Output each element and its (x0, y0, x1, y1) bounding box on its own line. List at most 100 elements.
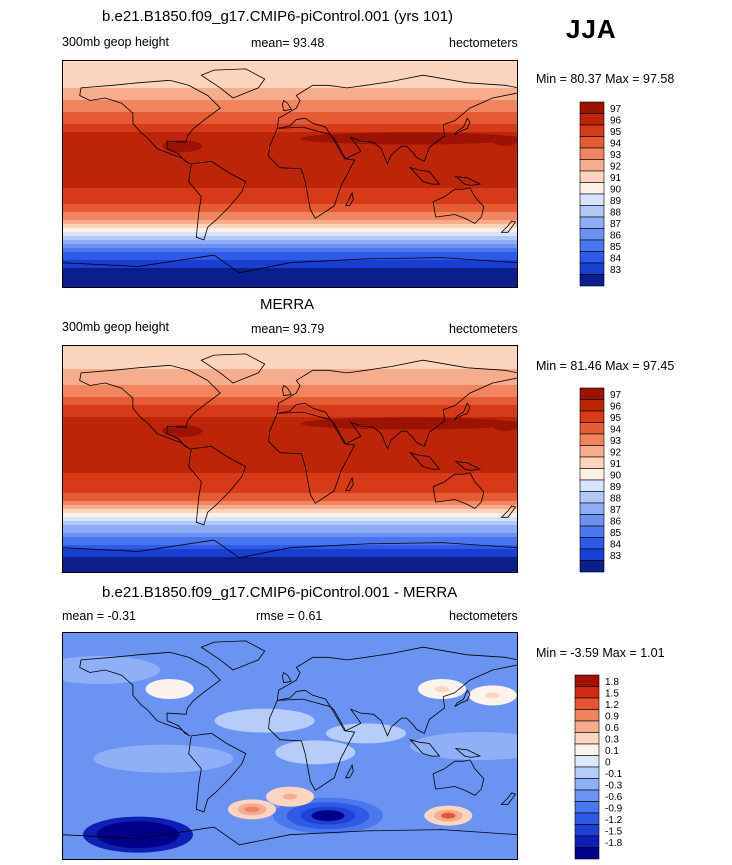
contour-band (62, 345, 518, 350)
colorbar-box (579, 205, 605, 218)
contour-band (62, 521, 518, 526)
contour-band (62, 144, 518, 149)
colorbar-tick-label: 92 (610, 161, 622, 172)
colorbar-box (574, 743, 600, 756)
contour-band (62, 192, 518, 197)
contour-band (62, 224, 518, 229)
contour-band (62, 272, 518, 277)
anomaly-north-america (162, 686, 177, 692)
colorbar-tick-label: 0 (605, 757, 611, 768)
anomaly-south-indian-ocean (311, 810, 345, 822)
colorbar-box (574, 801, 600, 814)
colorbar-tick-label: -1.8 (605, 838, 623, 849)
coastline-12 (454, 460, 482, 471)
contour-band (62, 553, 518, 558)
colorbar-tick-label: 92 (610, 447, 622, 458)
panel-2-minmax: Min = 81.46 Max = 97.45 (536, 359, 675, 373)
colorbar-tick-label: -1.2 (605, 815, 623, 826)
contour-band (62, 64, 518, 69)
colorbar-tick-label: 97 (610, 390, 622, 401)
colorbar-box (574, 778, 600, 791)
panel-3-title: b.e21.B1850.f09_g17.CMIP6-piControl.001 … (102, 584, 458, 601)
panel-1-mean: mean= 93.48 (251, 36, 325, 50)
contour-band (62, 88, 518, 93)
colorbar-tick-label: 0.9 (605, 711, 619, 722)
colorbar-box (579, 560, 605, 573)
coastline-2 (188, 732, 247, 813)
colorbar-tick-label: 88 (610, 207, 622, 218)
contour-band (62, 429, 518, 434)
colorbar-box (579, 262, 605, 275)
coastline-5 (432, 759, 485, 796)
colorbar-tick-label: 95 (610, 127, 622, 138)
colorbar-tick-label: -0.1 (605, 769, 623, 780)
contour-band (62, 116, 518, 121)
colorbar-box (574, 835, 600, 848)
contour-band (62, 208, 518, 213)
colorbar-box (579, 101, 605, 114)
difference-region (62, 656, 160, 684)
contour-band (62, 120, 518, 125)
contour-band (62, 437, 518, 442)
coastline-2 (188, 160, 247, 241)
colorbar-tick-label: 94 (610, 138, 622, 149)
coastline-11 (500, 505, 517, 518)
contour-band (62, 244, 518, 249)
coastline-6 (62, 539, 518, 573)
coastline-0 (79, 79, 221, 165)
colorbar-box (579, 124, 605, 137)
coastline-4 (276, 646, 518, 737)
contour-band (62, 240, 518, 245)
coastline-7 (409, 738, 441, 757)
colorbar-tick-label: 83 (610, 551, 622, 562)
colorbar-box (574, 709, 600, 722)
panel-1-title: b.e21.B1850.f09_g17.CMIP6-piControl.001 … (102, 8, 454, 25)
panel-2-title: MERRA (260, 296, 315, 313)
contour-band (62, 112, 518, 117)
colorbar-box (579, 548, 605, 561)
contour-band (62, 128, 518, 133)
contour-band (62, 441, 518, 446)
colorbar-box (579, 537, 605, 550)
colorbar-box (579, 216, 605, 229)
colorbar-box (579, 525, 605, 538)
contour-band (62, 152, 518, 157)
coastline-12 (454, 175, 482, 186)
contour-band (62, 216, 518, 221)
colorbar-tick-label: 84 (610, 539, 622, 550)
max-region (300, 417, 518, 430)
contour-band (62, 256, 518, 261)
colorbar-tick-label: 89 (610, 482, 622, 493)
contour-band (62, 425, 518, 430)
colorbar-box (574, 686, 600, 699)
coastline-11 (500, 792, 517, 805)
coastline-9 (454, 117, 471, 136)
coastline-8 (281, 671, 292, 684)
colorbar-box (579, 399, 605, 412)
colorbar-box (579, 251, 605, 264)
contour-band (62, 473, 518, 478)
colorbar-tick-label: 85 (610, 242, 622, 253)
contour-band (62, 549, 518, 554)
contour-band (62, 561, 518, 566)
colorbar-box (579, 136, 605, 149)
coastline-3 (268, 126, 356, 219)
colorbar-tick-label: 93 (610, 150, 622, 161)
colorbar-box (579, 468, 605, 481)
contour-band (62, 377, 518, 382)
anomaly-east-asia (434, 686, 450, 692)
contour-band (62, 268, 518, 273)
coastline-7 (409, 451, 441, 470)
coastline-4 (276, 74, 518, 165)
contour-band (62, 457, 518, 462)
difference-region (93, 744, 234, 773)
contour-band (62, 100, 518, 105)
colorbar-box (579, 274, 605, 287)
panel-2-variable: 300mb geop height (62, 320, 170, 334)
contour-band (62, 417, 518, 422)
anomaly-north-pacific (485, 692, 500, 699)
contour-band (62, 60, 518, 65)
coastline-10 (345, 763, 354, 779)
contour-band (62, 204, 518, 209)
